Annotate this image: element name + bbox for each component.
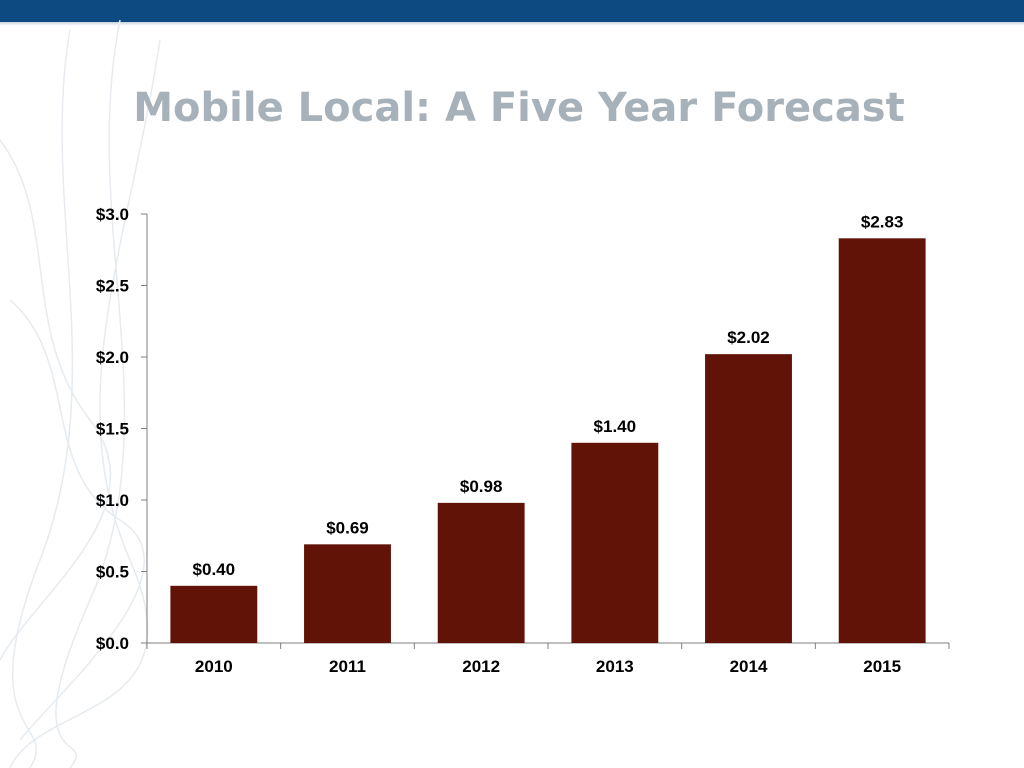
bar-2012 xyxy=(437,502,525,643)
bar-2015 xyxy=(838,238,926,643)
bar-2014 xyxy=(705,354,792,643)
bar-2013 xyxy=(571,442,659,643)
data-label-2010: $0.40 xyxy=(193,560,236,579)
data-label-2013: $1.40 xyxy=(594,417,637,436)
y-axis: $0.0 $0.5 $1.0 $1.5 $2.0 $2.5 $3.0 xyxy=(96,205,148,653)
header-bar xyxy=(0,0,1024,22)
bar-2011 xyxy=(304,544,391,643)
x-category-label: 2013 xyxy=(596,657,634,676)
x-category-label: 2011 xyxy=(329,657,366,676)
slide-title: Mobile Local: A Five Year Forecast xyxy=(133,85,905,131)
data-label-2015: $2.83 xyxy=(861,212,904,231)
x-axis: 2010 2011 2012 2013 2014 2015 xyxy=(146,642,950,676)
y-tick-label: $3.0 xyxy=(96,205,129,224)
data-label-2011: $0.69 xyxy=(326,518,369,537)
y-tick-label: $1.0 xyxy=(96,491,129,510)
y-tick-label: $2.0 xyxy=(96,348,129,367)
y-tick-label: $0.5 xyxy=(96,563,129,582)
x-category-label: 2010 xyxy=(195,657,233,676)
bars xyxy=(170,238,926,643)
header-bar-shadow xyxy=(0,22,1024,26)
data-label-2014: $2.02 xyxy=(727,328,770,347)
x-category-label: 2012 xyxy=(462,657,500,676)
data-labels: $0.40 $0.69 $0.98 $1.40 $2.02 $2.83 xyxy=(193,212,904,578)
y-tick-label: $2.5 xyxy=(96,277,129,296)
y-tick-label: $1.5 xyxy=(96,420,129,439)
y-tick-label: $0.0 xyxy=(96,634,129,653)
bar-2010 xyxy=(170,585,258,643)
data-label-2012: $0.98 xyxy=(460,477,503,496)
x-category-label: 2014 xyxy=(730,657,768,676)
x-category-label: 2015 xyxy=(863,657,901,676)
